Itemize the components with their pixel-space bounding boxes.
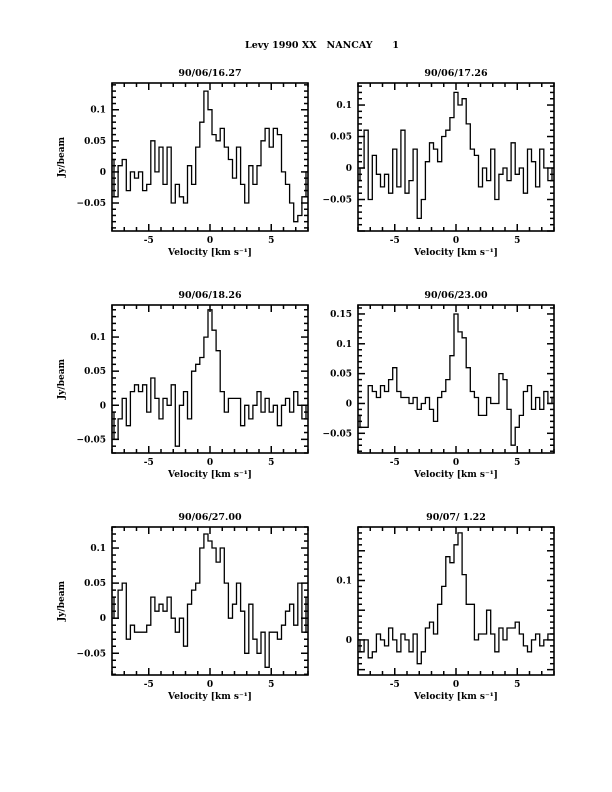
panel-title: 90/06/17.26 <box>424 68 488 79</box>
x-tick-label: -5 <box>144 458 154 468</box>
x-axis-label: Velocity [km s⁻¹] <box>413 248 498 258</box>
y-tick-label: 0.1 <box>90 106 106 116</box>
x-axis-label: Velocity [km s⁻¹] <box>413 470 498 480</box>
spectrum-line <box>358 91 554 220</box>
x-tick-label: 0 <box>207 680 213 690</box>
y-tick-label: 0.05 <box>330 133 352 143</box>
y-tick-label: −0.05 <box>323 196 352 206</box>
x-tick-label: 0 <box>453 458 459 468</box>
y-tick-label: 0 <box>346 399 352 409</box>
panel-title: 90/06/16.27 <box>178 68 241 79</box>
spectrum-line <box>112 90 308 223</box>
x-tick-label: 0 <box>207 458 213 468</box>
y-axis-label: Jy/beam <box>57 358 67 400</box>
x-tick-label: 5 <box>268 680 274 690</box>
panel-title: 90/06/23.00 <box>424 290 488 301</box>
y-tick-label: 0.05 <box>84 137 106 147</box>
y-tick-label: 0 <box>100 614 106 624</box>
y-tick-label: −0.05 <box>77 199 106 209</box>
y-axis-label: Jy/beam <box>57 580 67 622</box>
plot-frame <box>111 82 309 232</box>
figure-title: Levy 1990 XX NANCAY 1 <box>245 40 399 51</box>
y-tick-label: 0.1 <box>90 333 106 343</box>
x-tick-label: -5 <box>144 680 154 690</box>
x-tick-label: -5 <box>144 236 154 246</box>
y-tick-label: 0.05 <box>84 367 106 377</box>
x-tick-label: 0 <box>207 236 213 246</box>
panel-title: 90/06/18.26 <box>178 290 242 301</box>
x-tick-label: 5 <box>268 236 274 246</box>
x-axis-label: Velocity [km s⁻¹] <box>413 692 498 702</box>
y-tick-label: 0.05 <box>84 579 106 589</box>
x-tick-label: -5 <box>390 236 400 246</box>
x-tick-label: 0 <box>453 680 459 690</box>
spectrum-line <box>358 313 554 446</box>
plot-frame <box>357 82 555 232</box>
y-tick-label: 0.15 <box>330 310 352 320</box>
panel-5: 90/06/27.00 -5 0 5 −0.05 0 0.05 0.1 Velocity [km… <box>57 512 309 702</box>
spectrum-line <box>358 532 554 665</box>
x-axis-label: Velocity [km s⁻¹] <box>167 692 252 702</box>
y-tick-label: 0.1 <box>336 101 352 111</box>
plot-frame <box>357 526 555 676</box>
panel-title: 90/07/ 1.22 <box>426 512 486 523</box>
plot-frame <box>111 304 309 454</box>
x-tick-label: 5 <box>268 458 274 468</box>
plot-frame <box>111 526 309 676</box>
x-axis-label: Velocity [km s⁻¹] <box>167 248 252 258</box>
y-tick-label: 0.1 <box>90 544 106 554</box>
x-tick-label: 5 <box>514 680 520 690</box>
panel-3: 90/06/18.26 -5 0 5 −0.05 0 0.05 0.1 Velocity [km… <box>57 290 309 480</box>
y-axis-label: Jy/beam <box>57 136 67 178</box>
y-tick-label: 0.1 <box>336 340 352 350</box>
y-tick-label: 0 <box>346 636 352 646</box>
panel-4: 90/06/23.00 -5 0 5 −0.05 0 0.05 0.1 0.15 Velocity… <box>323 290 555 480</box>
y-tick-label: −0.05 <box>77 435 106 445</box>
x-axis-label: Velocity [km s⁻¹] <box>167 470 252 480</box>
x-tick-label: -5 <box>390 458 400 468</box>
y-tick-label: −0.05 <box>77 649 106 659</box>
y-tick-label: 0.1 <box>336 576 352 586</box>
panel-2: 90/06/17.26 -5 0 5 −0.05 0 0.05 0.1 Velocity [km… <box>323 68 555 258</box>
x-tick-label: 0 <box>453 236 459 246</box>
x-tick-label: 5 <box>514 236 520 246</box>
y-tick-label: 0 <box>346 164 352 174</box>
y-tick-label: −0.05 <box>323 429 352 439</box>
panel-1: 90/06/16.27 -5 0 5 −0.05 0 0.05 0.1 Velocity [km… <box>57 68 309 258</box>
y-tick-label: 0.05 <box>330 370 352 380</box>
x-tick-label: -5 <box>390 680 400 690</box>
x-tick-label: 5 <box>514 458 520 468</box>
panel-title: 90/06/27.00 <box>178 512 242 523</box>
y-tick-label: 0 <box>100 401 106 411</box>
panel-6: 90/07/ 1.22 -5 0 5 0 0.1 Velocity [km s⁻¹] <box>336 512 555 702</box>
spectrum-line <box>112 309 308 447</box>
spectrum-line <box>112 533 308 668</box>
y-tick-label: 0 <box>100 168 106 178</box>
plot-frame <box>357 304 555 454</box>
